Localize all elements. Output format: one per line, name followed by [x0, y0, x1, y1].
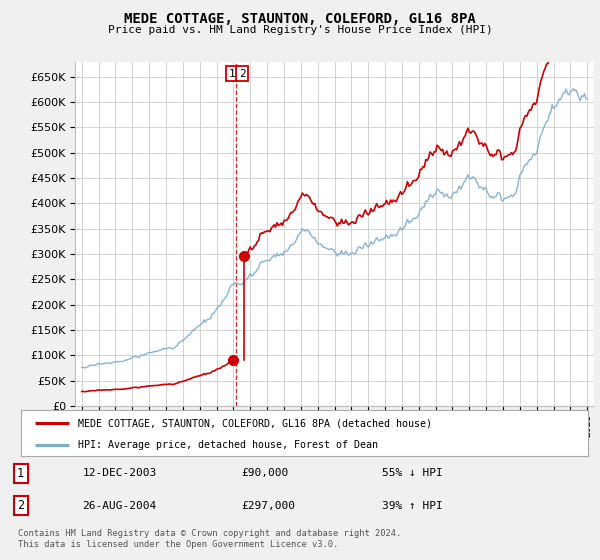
Text: MEDE COTTAGE, STAUNTON, COLEFORD, GL16 8PA (detached house): MEDE COTTAGE, STAUNTON, COLEFORD, GL16 8…: [78, 418, 432, 428]
Text: 55% ↓ HPI: 55% ↓ HPI: [382, 468, 443, 478]
Text: Contains HM Land Registry data © Crown copyright and database right 2024.
This d: Contains HM Land Registry data © Crown c…: [18, 529, 401, 549]
Text: 2: 2: [17, 499, 24, 512]
Text: HPI: Average price, detached house, Forest of Dean: HPI: Average price, detached house, Fore…: [78, 440, 378, 450]
Text: 26-AUG-2004: 26-AUG-2004: [82, 501, 157, 511]
Text: 39% ↑ HPI: 39% ↑ HPI: [382, 501, 443, 511]
Text: £297,000: £297,000: [241, 501, 295, 511]
Text: £90,000: £90,000: [241, 468, 289, 478]
Text: 1: 1: [17, 467, 24, 480]
Text: 2: 2: [239, 69, 246, 78]
Text: 1: 1: [229, 69, 236, 78]
Text: MEDE COTTAGE, STAUNTON, COLEFORD, GL16 8PA: MEDE COTTAGE, STAUNTON, COLEFORD, GL16 8…: [124, 12, 476, 26]
Text: 12-DEC-2003: 12-DEC-2003: [82, 468, 157, 478]
Text: Price paid vs. HM Land Registry's House Price Index (HPI): Price paid vs. HM Land Registry's House …: [107, 25, 493, 35]
